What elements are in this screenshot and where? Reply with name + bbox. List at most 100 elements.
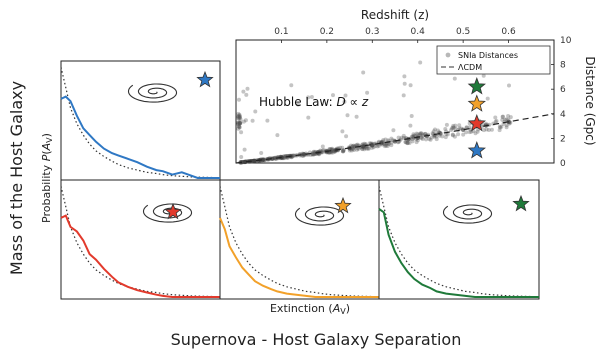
hubble-point xyxy=(239,130,244,135)
hubble-point xyxy=(351,146,356,151)
hubble-xtick: 0.2 xyxy=(320,27,334,37)
hubble-point xyxy=(411,135,416,140)
hubble-point xyxy=(366,146,371,151)
green-extinction-curve xyxy=(378,208,539,298)
blue-extinction-curve xyxy=(60,95,220,179)
hubble-point xyxy=(382,144,387,149)
orange-extinction-curve xyxy=(219,217,379,298)
hubble-point xyxy=(237,120,242,125)
hubble-point xyxy=(401,133,406,138)
hubble-point xyxy=(238,121,243,126)
hubble-point xyxy=(344,134,349,139)
hubble-point xyxy=(410,137,415,142)
hubble-point xyxy=(500,114,505,119)
hubble-point xyxy=(452,134,457,139)
hubble-point xyxy=(237,122,242,126)
hubble-point xyxy=(310,151,315,156)
hubble-point xyxy=(343,93,348,98)
hubble-point xyxy=(241,89,246,94)
hubble-point xyxy=(438,131,443,136)
legend-marker-points xyxy=(445,52,451,58)
hubble-point xyxy=(418,131,423,136)
hubble-point xyxy=(250,118,255,123)
hubble-point xyxy=(342,99,347,104)
panel-blue-layer xyxy=(60,67,221,179)
hubble-point xyxy=(457,126,462,131)
hubble-point xyxy=(340,145,345,150)
hubble-point xyxy=(370,142,375,148)
hubble-point xyxy=(498,125,503,130)
panel-red xyxy=(60,179,221,300)
spiral-galaxy-icon xyxy=(294,206,345,226)
hubble-point xyxy=(473,131,478,136)
hubble-point xyxy=(239,155,244,159)
hubble-point xyxy=(309,95,314,99)
hubble-point xyxy=(383,142,388,147)
hubble-point xyxy=(411,132,416,137)
hubble-point xyxy=(419,135,424,140)
hubble-xlabel: Redshift (z) xyxy=(361,8,429,22)
hubble-point xyxy=(421,133,426,138)
hubble-point xyxy=(489,127,494,132)
hubble-point xyxy=(503,117,508,122)
hubble-point xyxy=(432,134,437,139)
hubble-xtick: 0.6 xyxy=(501,27,516,37)
hubble-point xyxy=(350,144,355,148)
hubble-point xyxy=(251,158,257,164)
hubble-point xyxy=(408,123,413,128)
hubble-point xyxy=(450,132,455,137)
hubble-point xyxy=(311,152,316,157)
hubble-point xyxy=(320,144,325,149)
hubble-point xyxy=(341,148,346,153)
hubble-point xyxy=(506,114,511,118)
hubble-point xyxy=(236,124,241,129)
blue-star-marker xyxy=(467,141,486,159)
hubble-xtick: 0.4 xyxy=(411,27,426,37)
hubble-point xyxy=(486,128,491,132)
hubble-point xyxy=(481,73,486,78)
hubble-point xyxy=(238,120,243,125)
hubble-point xyxy=(237,124,241,129)
hubble-point xyxy=(354,143,359,148)
orange-star-marker xyxy=(467,94,486,112)
hubble-point xyxy=(383,137,388,142)
hubble-point xyxy=(320,148,325,153)
hubble-point xyxy=(340,149,345,154)
hubble-xtick: 0.5 xyxy=(456,27,470,37)
hubble-ytick: 10 xyxy=(560,36,572,46)
hubble-point xyxy=(352,144,357,149)
panel-blue-frame xyxy=(60,60,221,181)
hubble-point xyxy=(469,129,474,134)
hubble-point xyxy=(289,83,294,88)
hubble-point xyxy=(238,114,242,119)
hubble-point xyxy=(320,150,325,155)
hubble-point xyxy=(484,127,489,132)
hubble-point xyxy=(444,122,449,127)
hubble-point xyxy=(452,76,457,81)
hubble-point xyxy=(405,141,410,146)
hubble-point xyxy=(406,140,410,145)
legend-box xyxy=(436,45,551,75)
hubble-point xyxy=(236,116,241,121)
hubble-point xyxy=(415,132,420,137)
hubble-point xyxy=(354,114,359,119)
hubble-point xyxy=(453,123,458,128)
hubble-point xyxy=(419,131,424,136)
hubble-xtick: 0.1 xyxy=(274,27,288,37)
hubble-point xyxy=(399,135,404,140)
hubble-point xyxy=(420,137,425,141)
hubble-point xyxy=(361,144,366,149)
hubble-ytick: 6 xyxy=(560,85,566,95)
hubble-point xyxy=(475,129,480,134)
hubble-point xyxy=(237,125,242,130)
hubble-point xyxy=(403,139,408,144)
lcdm-line xyxy=(235,113,555,164)
hubble-point xyxy=(275,133,280,138)
hubble-point xyxy=(265,118,270,123)
hubble-point xyxy=(236,114,241,119)
hubble-point xyxy=(461,132,466,137)
hubble-point xyxy=(270,156,275,161)
hubble-point xyxy=(453,126,458,131)
